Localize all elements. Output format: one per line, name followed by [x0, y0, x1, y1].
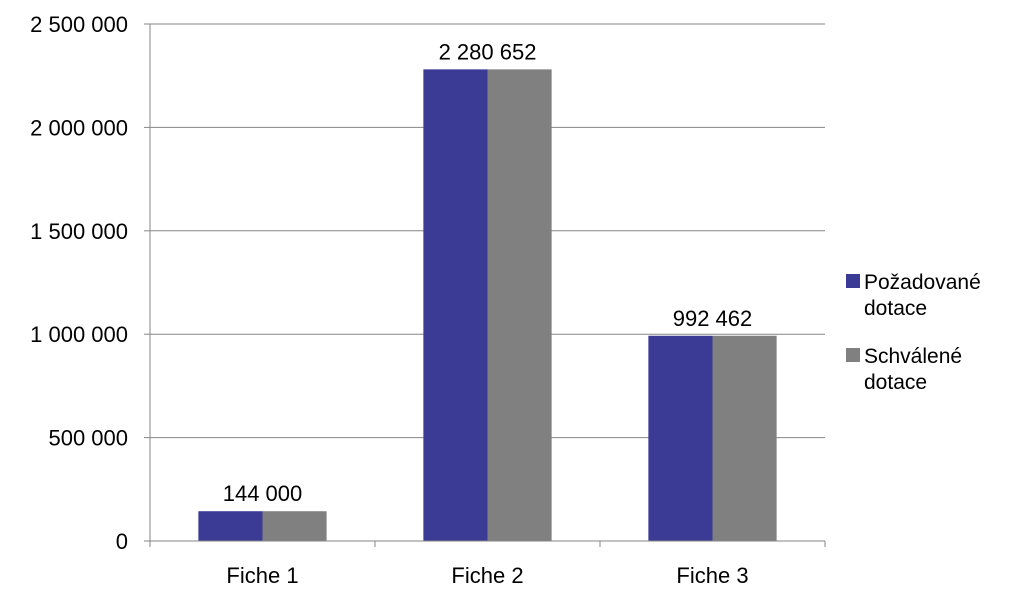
legend-label-line: dotace	[864, 297, 927, 320]
legend-swatch	[846, 274, 860, 288]
data-label: 2 280 652	[439, 39, 537, 64]
x-tick-label: Fiche 1	[226, 563, 298, 588]
legend-swatch	[846, 348, 860, 362]
bar	[423, 69, 488, 541]
legend-label: Požadované dotace	[864, 271, 981, 320]
bar	[712, 335, 777, 541]
axes	[144, 23, 826, 547]
y-tick-label: 0	[116, 529, 128, 554]
bars	[198, 69, 777, 541]
labels: 0 500 000 1 000 000 1 500 000 2 000 000 2 500…	[30, 12, 752, 588]
bar	[262, 511, 327, 541]
data-label: 144 000	[223, 481, 303, 506]
bar	[198, 511, 263, 541]
legend: Požadované dotace Schválené dotace	[846, 271, 981, 394]
y-tick-label: 2 000 000	[30, 115, 128, 140]
bar	[487, 69, 552, 541]
y-tick-label: 2 500 000	[30, 12, 128, 37]
data-label: 992 462	[673, 306, 753, 331]
legend-label-line: Požadované	[864, 271, 981, 294]
y-tick-label: 1 500 000	[30, 219, 128, 244]
x-tick-label: Fiche 3	[676, 563, 748, 588]
x-tick-label: Fiche 2	[451, 563, 523, 588]
y-tick-label: 1 000 000	[30, 322, 128, 347]
legend-label: Schválené dotace	[864, 345, 962, 394]
legend-label-line: Schválené	[864, 345, 962, 368]
y-tick-label: 500 000	[48, 426, 128, 451]
bar	[648, 335, 713, 541]
legend-label-line: dotace	[864, 371, 927, 394]
